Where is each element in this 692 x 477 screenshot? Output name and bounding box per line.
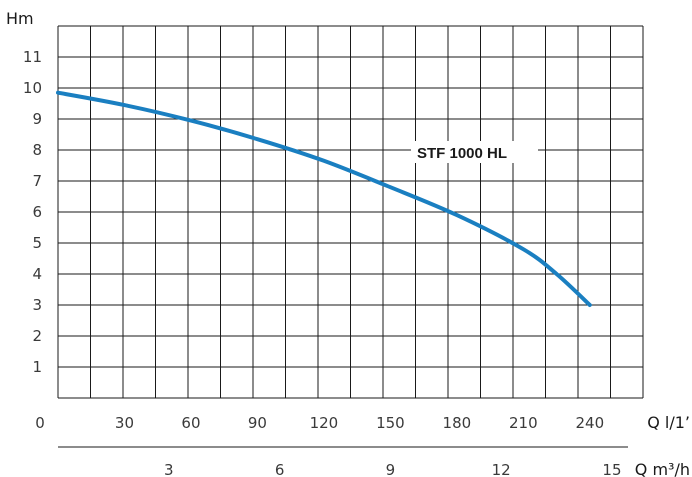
x2-tick-label: 3 <box>164 461 174 477</box>
x2-tick-label: 6 <box>275 461 285 477</box>
y-axis-title: Hm <box>6 9 34 28</box>
x2-tick-label: 9 <box>386 461 396 477</box>
y-tick-label: 4 <box>32 265 42 283</box>
x-axis-title: Q l/1’ <box>647 413 690 432</box>
x-tick-label: 30 <box>115 414 134 432</box>
y-tick-label: 1 <box>32 358 42 376</box>
y-tick-label: 3 <box>32 296 42 314</box>
secondary-x-axis-title: Q m³/h <box>635 460 690 477</box>
x2-tick-label: 15 <box>602 461 621 477</box>
series-label-background <box>411 141 538 163</box>
x-tick-label: 90 <box>248 414 267 432</box>
x2-tick-label: 12 <box>492 461 511 477</box>
secondary-x-axis-ticks: 3 6 9 12 15 <box>164 461 622 477</box>
y-tick-label: 10 <box>23 79 42 97</box>
x-tick-label: 120 <box>310 414 339 432</box>
x-tick-label: 150 <box>376 414 405 432</box>
x-tick-label: 210 <box>509 414 538 432</box>
y-tick-label: 5 <box>32 234 42 252</box>
grid <box>57 25 644 399</box>
x-axis-ticks: 0 30 60 90 120 150 180 210 240 <box>35 414 604 432</box>
y-tick-label: 2 <box>32 327 42 345</box>
y-tick-label: 7 <box>32 172 42 190</box>
y-axis-ticks: 1 2 3 4 5 6 7 8 9 10 11 <box>23 48 42 376</box>
y-tick-label: 9 <box>32 110 42 128</box>
y-tick-label: 8 <box>32 141 42 159</box>
x-tick-label: 240 <box>575 414 604 432</box>
series-line-stf-1000-hl <box>56 90 592 307</box>
x-tick-label: 180 <box>443 414 472 432</box>
series-label: STF 1000 HL <box>417 145 507 162</box>
x-tick-label: 60 <box>181 414 200 432</box>
y-tick-label: 6 <box>32 203 42 221</box>
x-tick-label: 0 <box>35 414 45 432</box>
y-tick-label: 11 <box>23 48 42 66</box>
